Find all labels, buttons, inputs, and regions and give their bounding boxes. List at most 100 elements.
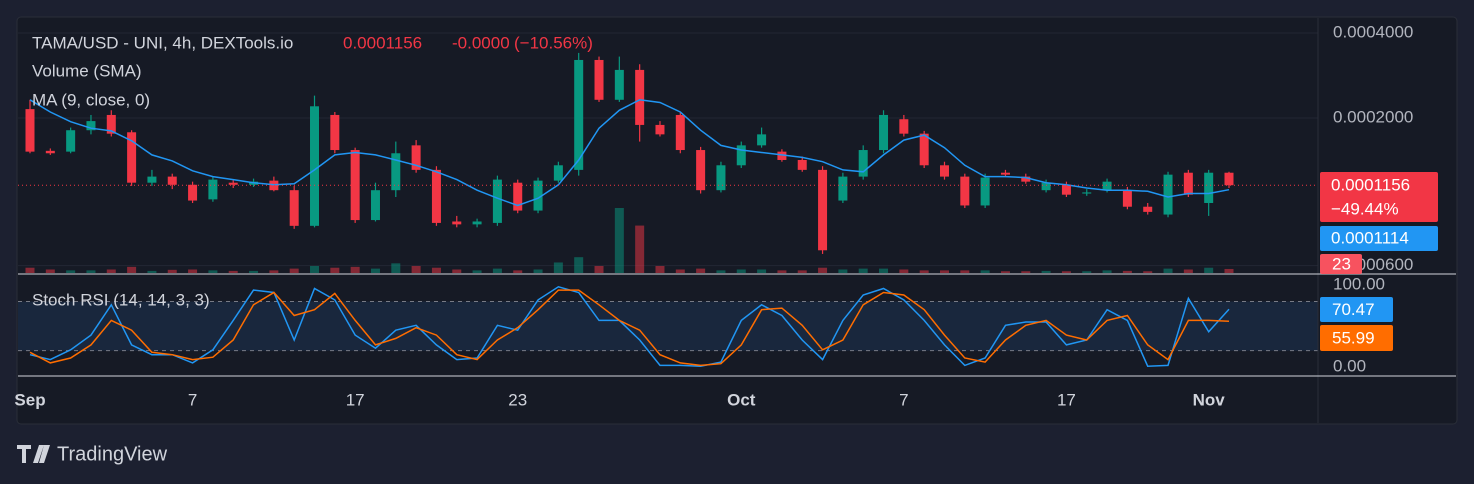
volume-bar xyxy=(45,269,55,273)
volume-bar xyxy=(391,263,401,273)
volume-bar xyxy=(858,268,868,273)
ma-box xyxy=(1320,226,1438,251)
volume-bar xyxy=(370,268,380,273)
candle-body xyxy=(1102,181,1112,191)
candle-body xyxy=(1021,176,1031,182)
candle-body xyxy=(858,150,868,177)
x-tick-label: 17 xyxy=(346,390,365,409)
candle-body xyxy=(675,114,685,151)
candle-body xyxy=(655,124,665,135)
volume-bar xyxy=(1021,271,1031,273)
candle-body xyxy=(66,130,76,152)
ma-legend: MA (9, close, 0) xyxy=(32,90,150,109)
volume-bar xyxy=(86,270,96,273)
volume-bar xyxy=(533,269,543,273)
candle-body xyxy=(980,177,990,206)
stoch-line xyxy=(29,285,1230,367)
candle-body xyxy=(1163,174,1173,215)
candle-body xyxy=(939,165,949,177)
x-tick-label: Sep xyxy=(14,390,45,409)
candle-body xyxy=(919,133,929,166)
candle-body xyxy=(1041,182,1051,191)
volume-bar xyxy=(655,265,665,273)
volume-bar xyxy=(1163,268,1173,273)
volume-box xyxy=(1320,254,1362,274)
volume-bar xyxy=(614,208,624,273)
candle-body xyxy=(614,69,624,100)
candle-body xyxy=(1082,192,1092,194)
volume-bar xyxy=(66,270,76,273)
volume-bar xyxy=(350,266,360,273)
x-tick-label: 7 xyxy=(188,390,197,409)
candle-body xyxy=(370,190,380,221)
x-tick-label: 17 xyxy=(1057,390,1076,409)
candle-body xyxy=(594,59,604,100)
volume-bar xyxy=(818,267,828,273)
volume-bar xyxy=(167,269,177,273)
candle-body xyxy=(330,114,340,151)
candle-body xyxy=(1183,172,1193,195)
volume-bar xyxy=(289,268,299,273)
candle-body xyxy=(45,150,55,154)
volume-bar xyxy=(594,265,604,273)
brand-name: TradingView xyxy=(57,443,168,465)
candle-body xyxy=(86,121,96,131)
volume-bar xyxy=(249,270,259,273)
candle-body xyxy=(1000,172,1010,175)
candle-body xyxy=(472,221,482,225)
candle-body xyxy=(228,182,238,185)
candle-body xyxy=(838,176,848,201)
volume-bar xyxy=(1224,268,1234,273)
last-value-label: 70.47 xyxy=(1332,300,1375,319)
volume-bar xyxy=(1183,269,1193,273)
x-tick-label: 7 xyxy=(899,390,908,409)
volume-bar xyxy=(696,268,706,273)
header-price: 0.0001156 xyxy=(343,33,422,52)
candle-body xyxy=(289,190,299,226)
header-change-percent: (−10.56%) xyxy=(514,33,593,52)
volume-bar xyxy=(228,270,238,273)
candle-body xyxy=(635,69,645,125)
last-price-label: 0.0001156 xyxy=(1331,175,1410,194)
volume-bar xyxy=(553,262,563,273)
volume-bar xyxy=(1082,271,1092,273)
price-box xyxy=(1320,172,1438,222)
candle-body xyxy=(777,151,787,160)
volume-bar xyxy=(736,269,746,273)
candle-body xyxy=(167,176,177,185)
volume-bar xyxy=(1204,267,1214,273)
volume-bar xyxy=(25,267,35,273)
volume-bar xyxy=(574,257,584,273)
candle-body xyxy=(452,221,462,225)
volume-bar xyxy=(980,270,990,273)
volume-bar xyxy=(716,270,726,273)
candle-body xyxy=(533,180,543,211)
candle-body xyxy=(492,179,502,223)
candle-body xyxy=(1224,172,1234,186)
stoch-line xyxy=(29,289,1230,367)
candle-body xyxy=(797,159,807,170)
candle-body xyxy=(411,145,421,170)
x-tick-label: Oct xyxy=(727,390,756,409)
price-change-label: −49.44% xyxy=(1331,199,1399,218)
ma-last-label: 0.0001114 xyxy=(1331,228,1409,247)
volume-bar xyxy=(635,225,645,273)
candle-body xyxy=(757,134,767,146)
volume-legend: Volume (SMA) xyxy=(32,61,142,80)
candle-body xyxy=(208,179,218,200)
volume-bar xyxy=(310,265,320,273)
volume-bar xyxy=(411,265,421,273)
y-tick-label: 0.0002000 xyxy=(1333,107,1413,126)
candle-body xyxy=(1143,206,1153,212)
volume-bar xyxy=(675,269,685,273)
candle-body xyxy=(513,182,523,211)
x-tick-label: Nov xyxy=(1193,390,1226,409)
volume-bar xyxy=(269,270,279,273)
candle-body xyxy=(1061,184,1071,195)
candle-body xyxy=(960,176,970,206)
volume-bar xyxy=(1000,271,1010,273)
volume-bar xyxy=(472,270,482,273)
volume-bar xyxy=(1122,270,1132,273)
candle-body xyxy=(431,169,441,223)
